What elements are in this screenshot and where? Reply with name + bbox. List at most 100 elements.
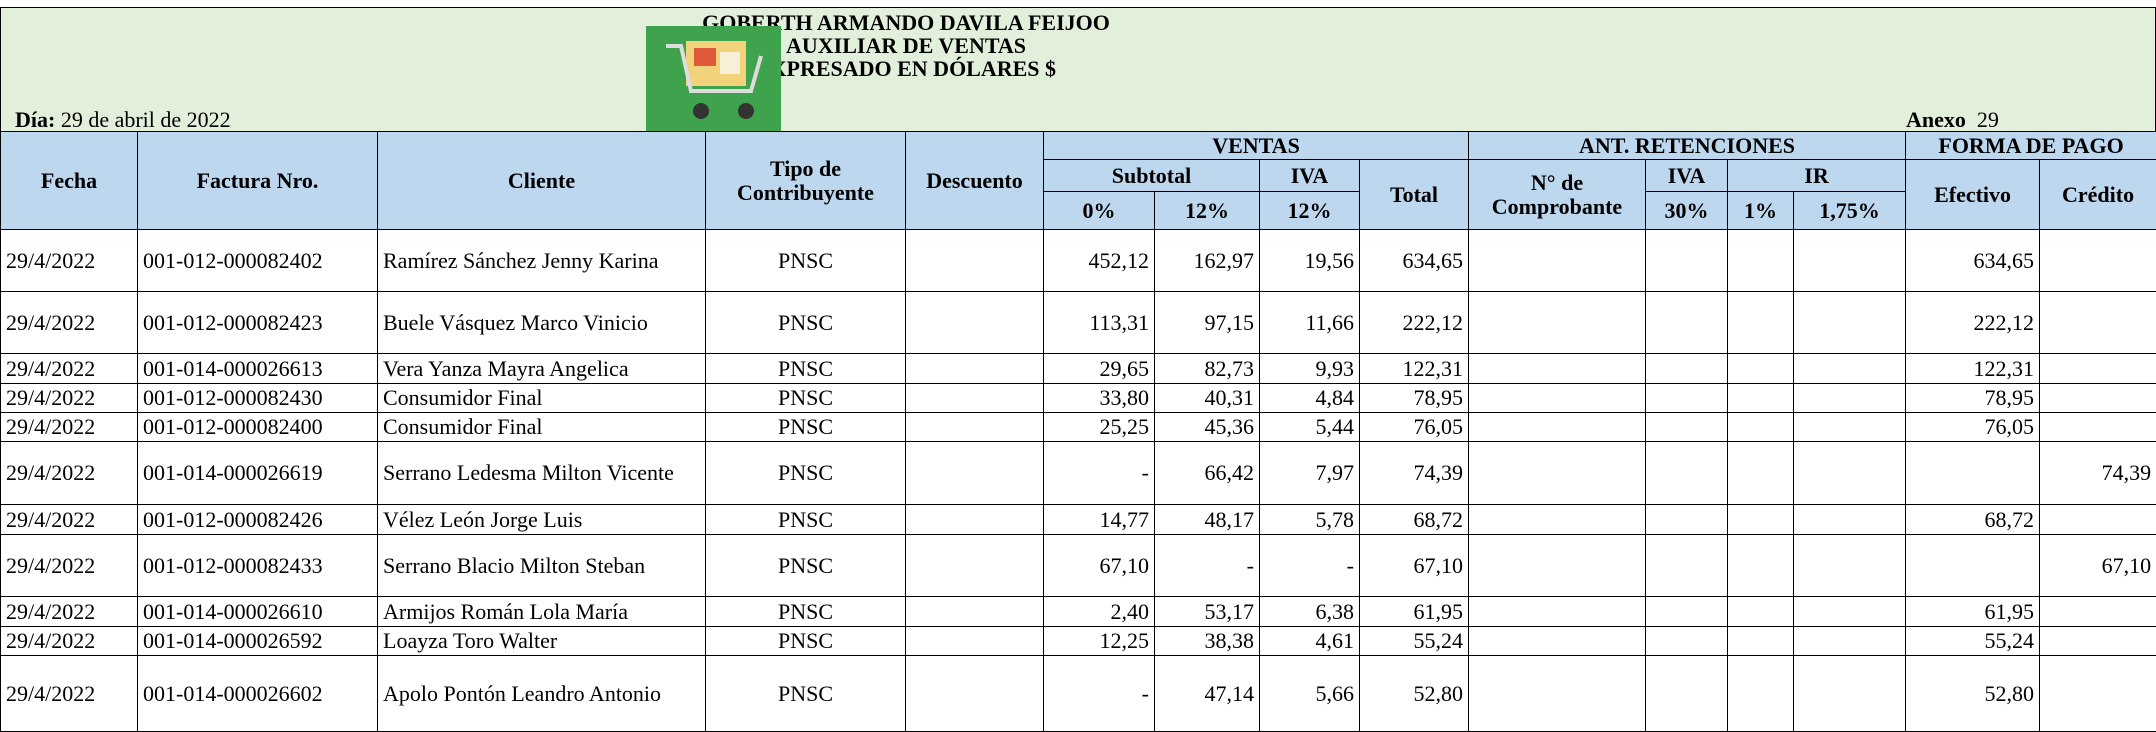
cart-logo: [646, 26, 781, 131]
cell: [1468, 291, 1646, 354]
cell: 67,10: [1043, 534, 1155, 597]
cell: [1792, 504, 1907, 535]
cell: Consumidor Final: [377, 383, 706, 413]
cell: [1645, 655, 1728, 732]
cell: [1727, 655, 1794, 732]
cell: 29/4/2022: [0, 626, 138, 656]
col-header: IVA: [1645, 159, 1728, 192]
cell: 40,31: [1154, 383, 1260, 413]
cell: [1645, 534, 1728, 597]
cell: [1468, 626, 1646, 656]
group-header: ANT. RETENCIONES: [1467, 131, 1907, 160]
cell: [1645, 504, 1728, 535]
annex-value: 29: [1976, 107, 1999, 132]
cell: 61,95: [1359, 596, 1469, 627]
cell: 47,14: [1154, 655, 1260, 732]
table-row: 29/4/2022 001-012-000082426 Vélez León Jor…: [0, 504, 2156, 535]
cell: 11,66: [1259, 291, 1360, 354]
cell: [1645, 229, 1728, 292]
annex-label: Anexo: [1906, 107, 1966, 132]
cell: [905, 596, 1044, 627]
cell: [2039, 596, 2156, 627]
cell: [1792, 596, 1907, 627]
date-label: Día:: [15, 107, 56, 132]
cell: [2039, 626, 2156, 656]
table-body: 29/4/2022 001-012-000082402 Ramírez Sánche…: [0, 229, 2156, 732]
cell: 113,31: [1043, 291, 1155, 354]
group-header: VENTAS: [1043, 131, 1469, 160]
cell: 55,24: [1905, 626, 2041, 656]
cell: [2039, 655, 2156, 732]
cell: 001-014-000026602: [137, 655, 378, 732]
cell: 66,42: [1154, 441, 1260, 505]
table-row: 29/4/2022 001-012-000082430 Consumidor Fin…: [0, 383, 2156, 413]
cell: 82,73: [1154, 353, 1260, 384]
col-header: 12%: [1259, 191, 1360, 230]
table-row: 29/4/2022 001-012-000082433 Serrano Blacio…: [0, 534, 2156, 597]
col-header: IVA: [1259, 159, 1360, 192]
cell: 76,05: [1359, 412, 1469, 442]
cell: -: [1043, 441, 1155, 505]
cell: 162,97: [1154, 229, 1260, 292]
cell: 48,17: [1154, 504, 1260, 535]
cell: 78,95: [1359, 383, 1469, 413]
cell: 29/4/2022: [0, 655, 138, 732]
cell: -: [1259, 534, 1360, 597]
cell: [1792, 353, 1907, 384]
cell: [2039, 353, 2156, 384]
cell: PNSC: [705, 383, 906, 413]
cell: [1645, 441, 1728, 505]
col-header: Total: [1359, 159, 1469, 230]
col-header: IR: [1726, 159, 1907, 192]
cell: [905, 229, 1044, 292]
cell: [1905, 441, 2041, 505]
cell: 29/4/2022: [0, 353, 138, 384]
cell: Vélez León Jorge Luis: [377, 504, 706, 535]
cell: [1468, 441, 1646, 505]
cell: Vera Yanza Mayra Angelica: [377, 353, 706, 384]
cell: 001-012-000082423: [137, 291, 378, 354]
cell: [1727, 353, 1794, 384]
cell: 634,65: [1359, 229, 1469, 292]
cell: PNSC: [705, 291, 906, 354]
cell: [905, 626, 1044, 656]
cell: Armijos Román Lola María: [377, 596, 706, 627]
cell: [1792, 291, 1907, 354]
cell: [1792, 412, 1907, 442]
cell: [1645, 626, 1728, 656]
cell: [1792, 626, 1907, 656]
cell: PNSC: [705, 655, 906, 732]
col-header: 12%: [1154, 191, 1260, 230]
cell: [1727, 229, 1794, 292]
col-header: 0%: [1043, 191, 1155, 230]
cell: 29/4/2022: [0, 412, 138, 442]
cell: PNSC: [705, 412, 906, 442]
cell: [2039, 383, 2156, 413]
cell: 122,31: [1359, 353, 1469, 384]
cell: 6,38: [1259, 596, 1360, 627]
cell: [2039, 412, 2156, 442]
table-row: 29/4/2022 001-014-000026613 Vera Yanza May…: [0, 353, 2156, 384]
cell: 2,40: [1043, 596, 1155, 627]
cell: 4,61: [1259, 626, 1360, 656]
sales-table: Fecha Factura Nro. Cliente Tipo de Contr…: [0, 131, 2156, 732]
col-header: 30%: [1645, 191, 1728, 230]
table-row: 29/4/2022 001-012-000082423 Buele Vásquez …: [0, 291, 2156, 354]
cell: 29/4/2022: [0, 229, 138, 292]
col-header: Subtotal: [1043, 159, 1260, 192]
cell: [1727, 291, 1794, 354]
cell: [1727, 383, 1794, 413]
col-header: Descuento: [905, 131, 1044, 230]
table-row: 29/4/2022 001-012-000082402 Ramírez Sánche…: [0, 229, 2156, 292]
cell: 001-012-000082426: [137, 504, 378, 535]
cell: 19,56: [1259, 229, 1360, 292]
cell: PNSC: [705, 441, 906, 505]
cell: 29/4/2022: [0, 441, 138, 505]
date-value: 29 de abril de 2022: [60, 107, 231, 132]
cell: 29,65: [1043, 353, 1155, 384]
cell: [1727, 441, 1794, 505]
table-row: 29/4/2022 001-014-000026619 Serrano Ledesm…: [0, 441, 2156, 505]
cell: 29/4/2022: [0, 534, 138, 597]
cell: 5,78: [1259, 504, 1360, 535]
